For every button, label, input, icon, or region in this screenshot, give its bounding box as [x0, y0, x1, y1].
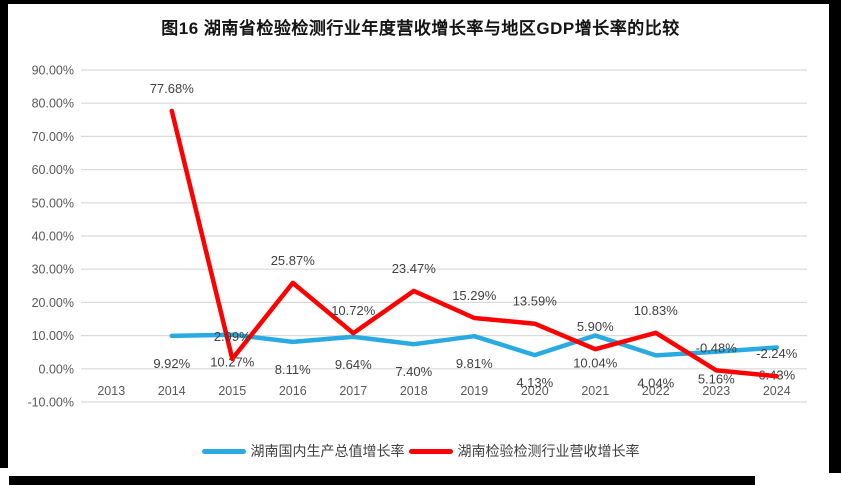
data-label-series-1: 25.87% — [271, 253, 316, 268]
data-label-series-0: 10.27% — [210, 355, 255, 370]
y-axis-tick-label: 90.00% — [32, 64, 74, 78]
data-label-series-0: 9.92% — [153, 356, 190, 371]
scan-border-top — [0, 0, 841, 4]
y-axis-tick-label: 80.00% — [32, 97, 74, 111]
chart-legend: 湖南国内生产总值增长率 湖南检验检测行业营收增长率 — [0, 441, 841, 461]
x-axis-tick-label: 2013 — [97, 384, 125, 398]
data-label-series-0: 4.04% — [637, 375, 674, 390]
y-axis-tick-label: 40.00% — [32, 230, 74, 244]
data-label-series-0: 7.40% — [395, 364, 432, 379]
legend-item-gdp: 湖南国内生产总值增长率 — [201, 441, 405, 461]
data-label-series-1: 77.68% — [150, 81, 195, 96]
x-axis-tick-label: 2022 — [642, 384, 670, 398]
data-label-series-1: 2.99% — [214, 329, 251, 344]
data-label-series-0: 9.81% — [456, 356, 493, 371]
data-label-series-0: 9.64% — [335, 357, 372, 372]
data-label-series-0: 10.04% — [573, 355, 618, 370]
chart-title: 图16 湖南省检验检测行业年度营收增长率与地区GDP增长率的比较 — [161, 19, 680, 38]
data-label-series-1: 23.47% — [392, 261, 437, 276]
data-label-series-1: -0.48% — [696, 340, 738, 355]
x-axis-tick-label: 2017 — [339, 384, 367, 398]
data-label-series-0: 4.13% — [516, 375, 553, 390]
data-label-series-0: 5.16% — [698, 372, 735, 387]
x-axis-tick-label: 2016 — [279, 384, 307, 398]
y-axis-tick-label: 0.00% — [39, 362, 74, 376]
x-axis-tick-label: 2020 — [521, 384, 549, 398]
x-axis-tick-label: 2024 — [763, 384, 791, 398]
data-label-series-1: 10.83% — [634, 303, 679, 318]
gdp-line-swatch — [201, 448, 246, 454]
legend-label-gdp: 湖南国内生产总值增长率 — [250, 443, 405, 459]
y-axis-tick-label: 10.00% — [32, 329, 74, 343]
x-axis-tick-label: 2019 — [460, 384, 488, 398]
data-label-series-1: 15.29% — [452, 288, 497, 303]
data-label-series-1: 10.72% — [331, 303, 376, 318]
data-label-series-1: 13.59% — [513, 294, 558, 309]
data-label-series-1: 5.90% — [577, 319, 614, 334]
legend-label-testing-revenue: 湖南检验检测行业营收增长率 — [457, 443, 640, 459]
testing-revenue-line-swatch — [408, 448, 453, 454]
data-label-series-1: -2.24% — [756, 346, 798, 361]
series-line-0 — [169, 332, 780, 358]
scan-border-left — [0, 0, 8, 468]
scan-border-right — [829, 0, 841, 473]
x-axis-tick-label: 2014 — [158, 384, 186, 398]
series-line-1 — [169, 108, 780, 379]
legend-item-testing-revenue: 湖南检验检测行业营收增长率 — [408, 441, 640, 461]
y-axis-tick-label: 70.00% — [32, 130, 74, 144]
y-axis-tick-label: -10.00% — [27, 396, 74, 410]
y-axis-tick-label: 30.00% — [32, 263, 74, 277]
y-axis-tick-label: 50.00% — [32, 196, 74, 210]
x-axis-tick-label: 2021 — [581, 384, 609, 398]
y-axis-tick-label: 60.00% — [32, 163, 74, 177]
x-axis-tick-label: 2015 — [218, 384, 246, 398]
y-axis-tick-label: 20.00% — [32, 296, 74, 310]
x-axis-tick-label: 2018 — [400, 384, 428, 398]
x-axis-tick-label: 2023 — [702, 384, 730, 398]
scan-border-bottom — [9, 476, 755, 485]
data-label-series-0: 8.11% — [275, 362, 311, 377]
